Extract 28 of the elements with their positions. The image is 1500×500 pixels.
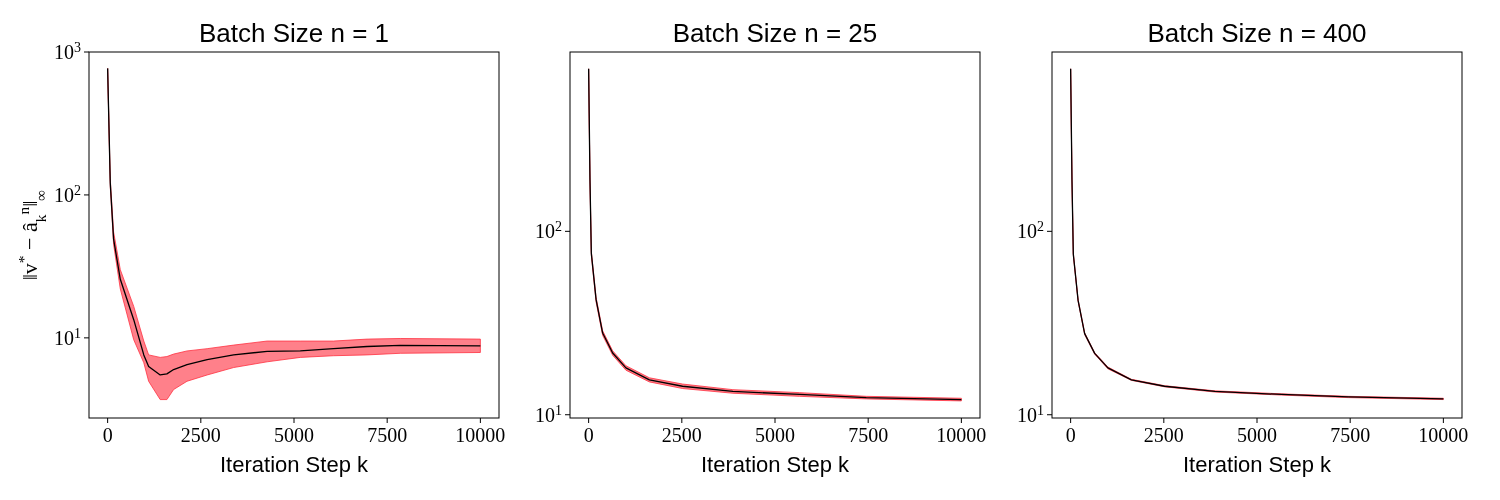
x-tick-label: 0 (1065, 424, 1076, 446)
x-tick-label: 5000 (1237, 424, 1277, 446)
chart-title: Batch Size n = 1 (198, 18, 390, 48)
x-tick-label: 7500 (367, 424, 408, 446)
y-tick-label: 10$^{2}$ (1017, 218, 1044, 243)
chart-title: Batch Size n = 400 (1147, 18, 1367, 48)
x-axis-title: Iteration Step k (220, 452, 369, 477)
x-tick-label: 2500 (1143, 424, 1184, 446)
y-tick-label: 10$^{1}$ (54, 325, 81, 349)
x-tick-label: 2500 (180, 424, 221, 446)
x-tick-label: 2500 (661, 424, 702, 446)
x-tick-label: 0 (583, 424, 594, 446)
x-tick-label: 5000 (274, 424, 314, 446)
x-tick-label: 7500 (1330, 424, 1371, 446)
x-axis-title: Iteration Step k (1183, 452, 1332, 477)
x-tick-label: 10000 (1418, 424, 1469, 446)
chart-title: Batch Size n = 25 (672, 18, 878, 48)
x-tick-label: 10000 (455, 424, 506, 446)
y-tick-label: 10$^{1}$ (1017, 402, 1044, 426)
x-tick-label: 7500 (848, 424, 889, 446)
y-tick-label: 10$^{2}$ (535, 218, 562, 243)
y-tick-label: 10$^{2}$ (54, 182, 81, 206)
y-tick-label: 10$^{3}$ (54, 39, 81, 63)
x-tick-label: 5000 (755, 424, 795, 446)
x-tick-label: 10000 (936, 424, 987, 446)
y-tick-label: 10$^{1}$ (535, 402, 562, 426)
x-axis-title: Iteration Step k (701, 452, 850, 477)
x-tick-label: 0 (102, 424, 113, 446)
